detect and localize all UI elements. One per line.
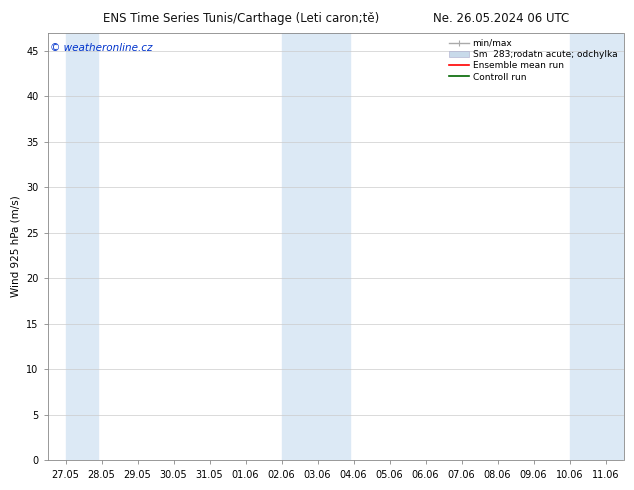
Bar bbox=[569, 32, 623, 461]
Text: ENS Time Series Tunis/Carthage (Leti caron;tě): ENS Time Series Tunis/Carthage (Leti car… bbox=[103, 12, 379, 25]
Bar bbox=[281, 32, 350, 461]
Text: Ne. 26.05.2024 06 UTC: Ne. 26.05.2024 06 UTC bbox=[433, 12, 569, 25]
Y-axis label: Wind 925 hPa (m/s): Wind 925 hPa (m/s) bbox=[11, 196, 20, 297]
Bar bbox=[65, 32, 98, 461]
Legend: min/max, Sm  283;rodatn acute; odchylka, Ensemble mean run, Controll run: min/max, Sm 283;rodatn acute; odchylka, … bbox=[447, 37, 619, 83]
Text: © weatheronline.cz: © weatheronline.cz bbox=[51, 43, 153, 53]
